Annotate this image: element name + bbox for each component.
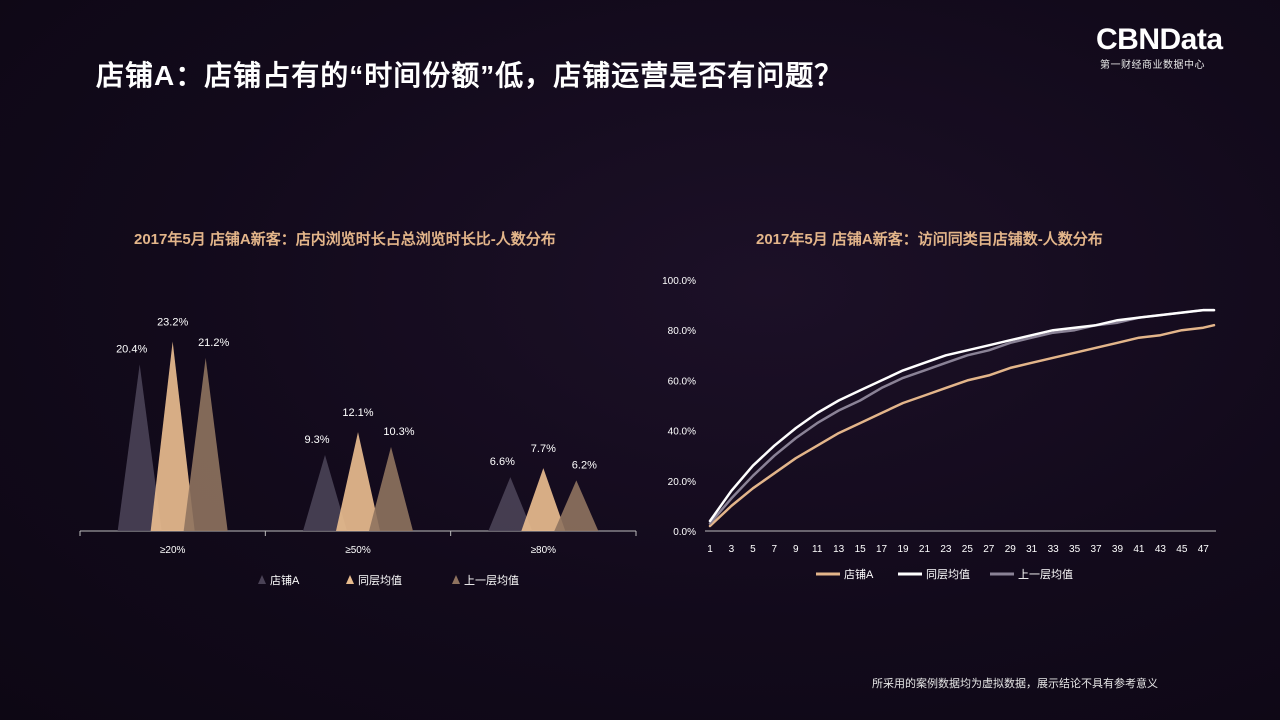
x-tick-label: 47 xyxy=(1198,544,1210,555)
y-tick-label: 0.0% xyxy=(673,527,696,538)
bar-mark xyxy=(521,468,566,531)
data-label: 23.2% xyxy=(157,317,188,329)
x-tick-label: 5 xyxy=(750,544,756,555)
legend-label: 上一层均值 xyxy=(1018,568,1073,581)
legend-label: 同层均值 xyxy=(358,574,402,587)
y-tick-label: 100.0% xyxy=(662,276,696,287)
legend-label: 店铺A xyxy=(844,567,874,581)
y-tick-label: 40.0% xyxy=(668,427,696,438)
x-tick-label: 29 xyxy=(1005,544,1017,555)
x-tick-label: 21 xyxy=(919,544,931,555)
data-label: 7.7% xyxy=(531,443,556,455)
x-tick-label: ≥20% xyxy=(160,545,186,556)
y-tick-label: 80.0% xyxy=(668,326,696,337)
x-tick-label: 25 xyxy=(962,544,974,555)
x-tick-label: 15 xyxy=(855,544,867,555)
x-tick-label: 23 xyxy=(940,544,952,555)
logo-text: CBNData xyxy=(1096,23,1223,56)
x-tick-label: 35 xyxy=(1069,544,1081,555)
data-label: 6.6% xyxy=(490,456,515,468)
y-tick-label: 20.0% xyxy=(668,477,696,488)
x-tick-label: 33 xyxy=(1048,544,1060,555)
x-tick-label: 41 xyxy=(1133,544,1145,555)
bar-mark xyxy=(117,364,162,531)
x-tick-label: 39 xyxy=(1112,544,1124,555)
x-tick-label: 7 xyxy=(772,544,778,555)
x-tick-label: 11 xyxy=(812,544,823,555)
series-line xyxy=(708,308,1216,523)
y-tick-label: 60.0% xyxy=(668,376,696,387)
legend-label: 同层均值 xyxy=(926,568,970,581)
bar-mark xyxy=(150,341,195,531)
disclaimer-text: 所采用的案例数据均为虚拟数据，展示结论不具有参考意义 xyxy=(872,678,1158,690)
brand-logo: CBNData 第一财经商业数据中心 xyxy=(1096,23,1241,72)
chart-title-store-visits: 2017年5月 店铺A新客：访问同类目店铺数-人数分布 xyxy=(756,231,1103,248)
data-label: 21.2% xyxy=(198,337,229,349)
bar-mark xyxy=(488,477,533,531)
x-tick-label: 19 xyxy=(897,544,909,555)
x-tick-label: 43 xyxy=(1155,544,1167,555)
series-line xyxy=(708,308,1216,525)
x-tick-label: ≥80% xyxy=(531,545,557,556)
bar-mark xyxy=(554,480,599,531)
x-tick-label: 27 xyxy=(983,544,995,555)
data-label: 12.1% xyxy=(342,407,373,419)
x-tick-label: 17 xyxy=(876,544,888,555)
bar-mark xyxy=(336,432,380,531)
x-tick-label: 9 xyxy=(793,544,799,555)
page-title: 店铺A：店铺占有的“时间份额”低，店铺运营是否有问题？ xyxy=(96,60,844,91)
logo-subtitle: 第一财经商业数据中心 xyxy=(1100,60,1205,71)
data-label: 6.2% xyxy=(572,459,597,471)
legend-label: 店铺A xyxy=(270,573,300,587)
series-line xyxy=(708,323,1216,528)
legend-marker xyxy=(346,575,354,584)
x-tick-label: 3 xyxy=(729,544,735,555)
x-tick-label: 45 xyxy=(1176,544,1188,555)
legend-label: 上一层均值 xyxy=(464,574,519,587)
x-tick-label: 31 xyxy=(1026,544,1038,555)
x-tick-label: 13 xyxy=(833,544,845,555)
data-label: 20.4% xyxy=(116,343,147,355)
x-tick-label: ≥50% xyxy=(345,545,371,556)
bar-mark xyxy=(183,357,228,531)
x-tick-label: 1 xyxy=(707,544,713,555)
x-tick-label: 37 xyxy=(1090,544,1102,555)
bar-mark xyxy=(369,446,413,531)
chart-title-time-share: 2017年5月 店铺A新客：店内浏览时长占总浏览时长比-人数分布 xyxy=(134,231,556,248)
legend-marker xyxy=(258,575,266,584)
data-label: 9.3% xyxy=(304,434,329,446)
data-label: 10.3% xyxy=(383,426,414,438)
bar-mark xyxy=(303,455,347,531)
legend-marker xyxy=(452,575,460,584)
